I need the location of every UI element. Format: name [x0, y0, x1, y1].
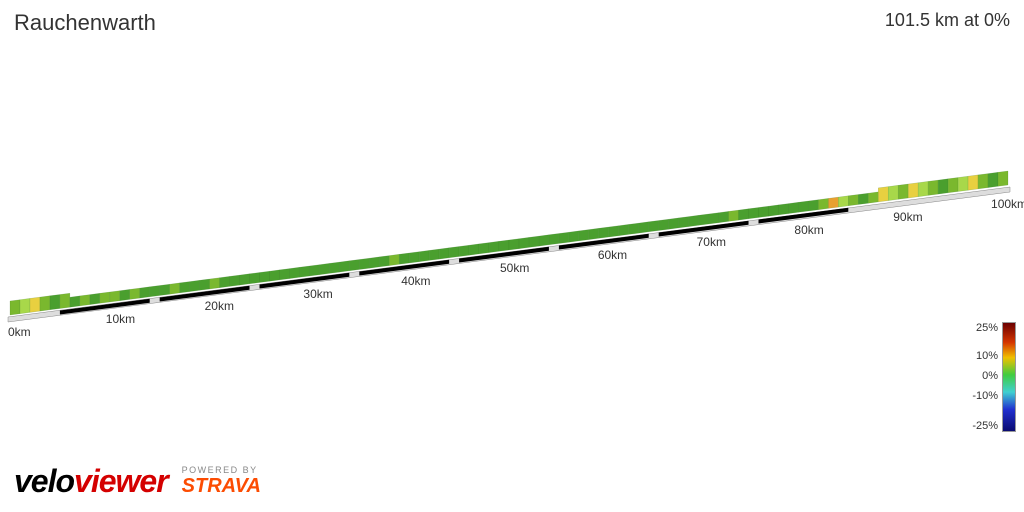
distance-label: 60km [598, 248, 627, 262]
logo-viewer: viewer [74, 463, 168, 499]
elevation-profile: 0km 10km 20km 30km 40km 50km 60km 70km 80km 90km 1… [0, 70, 1024, 350]
distance-label: 80km [794, 223, 823, 237]
distance-label: 50km [500, 261, 529, 275]
legend-tick-label: -25% [972, 420, 998, 432]
logo-velo: velo [14, 463, 74, 499]
legend-tick-label: -10% [972, 390, 998, 402]
distance-label: 70km [697, 235, 726, 249]
profile-svg [0, 70, 1024, 350]
legend-tick-label: 10% [976, 350, 998, 362]
gradient-legend: 25% 10% 0% -10% -25% [958, 322, 1016, 432]
route-title: Rauchenwarth [14, 10, 156, 36]
distance-label: 20km [205, 299, 234, 313]
distance-label: 30km [303, 287, 332, 301]
powered-by-block: POWERED BY STRAVA [182, 465, 261, 498]
distance-label: 10km [106, 312, 135, 326]
distance-label: 0km [8, 325, 31, 339]
route-subtitle: 101.5 km at 0% [885, 10, 1010, 31]
veloviewer-logo: veloviewer [14, 463, 168, 500]
distance-label: 40km [401, 274, 430, 288]
distance-label: 90km [893, 210, 922, 224]
legend-tick-label: 0% [982, 370, 998, 382]
legend-color-bar [1002, 322, 1016, 432]
legend-tick-label: 25% [976, 322, 998, 334]
branding: veloviewer POWERED BY STRAVA [14, 463, 261, 500]
distance-label: 100km [991, 197, 1024, 211]
strava-logo: STRAVA [182, 475, 261, 498]
powered-by-text: POWERED BY [182, 465, 261, 475]
